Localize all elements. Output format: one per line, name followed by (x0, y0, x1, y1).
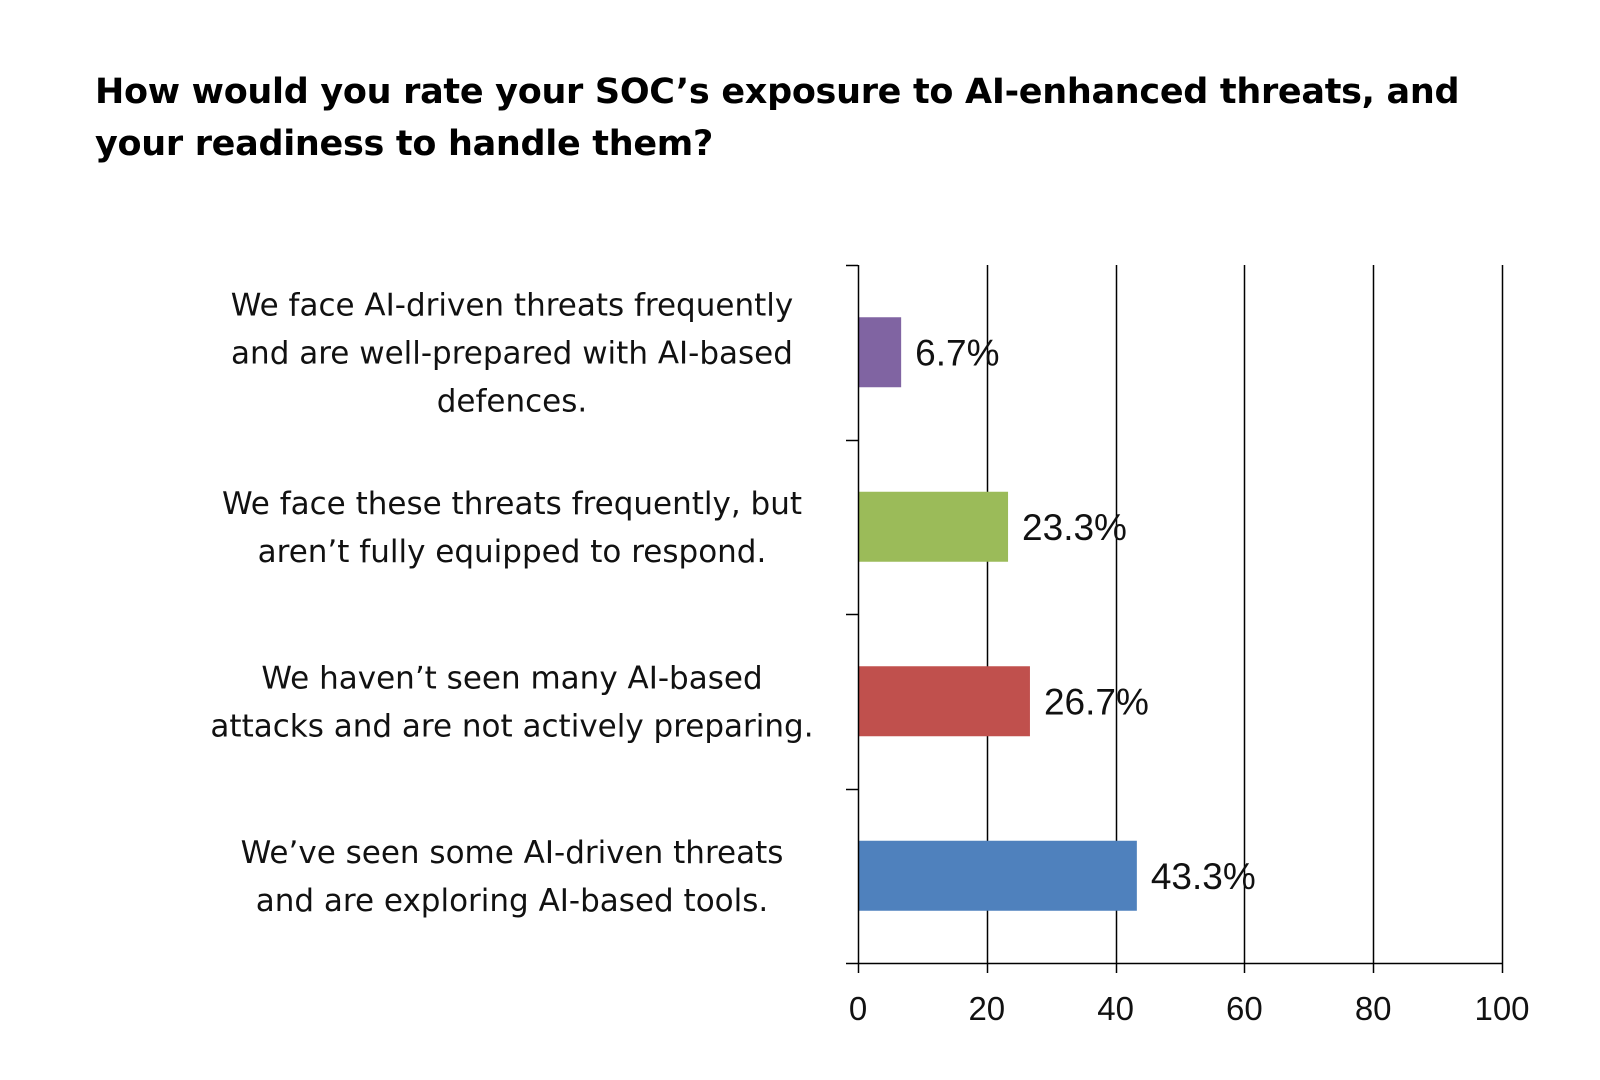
x-tick-label-0: 0 (849, 990, 867, 1027)
chart-title: How would you rate your SOC’s exposure t… (95, 72, 1460, 164)
bars (858, 317, 1137, 911)
category-label-line: defences. (437, 383, 588, 419)
x-tick-label-20: 20 (968, 990, 1005, 1027)
bar-1 (858, 317, 902, 388)
x-tick-label-40: 40 (1097, 990, 1134, 1027)
labels: 0 20 40 60 80 100 6.7% 23.3% 26.7% 43.3% We face A… (210, 287, 1529, 1027)
category-label-line: and are well-prepared with AI-based (231, 335, 793, 371)
bar-4 (858, 840, 1137, 911)
category-label-line: We face these threats frequently, but (222, 486, 802, 522)
data-label-4: 43.3% (1151, 856, 1256, 897)
category-label-line: aren’t fully equipped to respond. (258, 534, 767, 570)
category-label-2: We face these threats frequently, but are… (222, 486, 802, 570)
category-label-3: We haven’t seen many AI-based attacks and… (210, 660, 813, 744)
category-label-line: attacks and are not actively preparing. (210, 708, 813, 744)
category-label-4: We’ve seen some AI-driven threats and are… (241, 835, 784, 919)
bar-3 (858, 666, 1030, 737)
data-label-3: 26.7% (1044, 681, 1149, 722)
x-tick-label-100: 100 (1474, 990, 1529, 1027)
category-label-line: and are exploring AI-based tools. (256, 883, 769, 919)
category-label-line: We haven’t seen many AI-based (261, 660, 762, 696)
x-tick-label-60: 60 (1226, 990, 1263, 1027)
data-label-1: 6.7% (915, 332, 999, 373)
category-label-line: We face AI-driven threats frequently (231, 287, 793, 323)
data-label-2: 23.3% (1022, 507, 1127, 548)
bar-2 (858, 491, 1009, 562)
category-label-line: We’ve seen some AI-driven threats (241, 835, 784, 871)
x-tick-label-80: 80 (1355, 990, 1392, 1027)
category-label-1: We face AI-driven threats frequently and … (231, 287, 793, 419)
axes (846, 264, 1504, 973)
